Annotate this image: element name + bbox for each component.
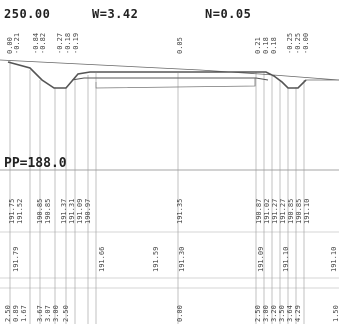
elevation-label: 191.52	[16, 198, 24, 224]
width-label: W=3.42	[92, 7, 139, 21]
offset-label: 0.18	[270, 37, 278, 54]
distance-label: 1.67	[20, 305, 28, 322]
elevation-label: 190.85	[44, 198, 52, 224]
elevation-label: 190.85	[295, 198, 303, 224]
offset-label: -0.27	[56, 32, 64, 54]
distance-label: 0.00	[176, 305, 184, 322]
elevation-label: 191.09	[257, 246, 265, 272]
slope-label: N=0.05	[205, 7, 252, 21]
offset-label: 0.05	[176, 37, 184, 54]
elevation-label: 191.02	[263, 198, 271, 224]
offset-label: -0.25	[294, 32, 302, 54]
distance-label: 2.50	[4, 305, 12, 322]
elevation-label: 190.85	[36, 198, 44, 224]
distance-label: 3.64	[286, 305, 294, 322]
offset-label: -0.25	[286, 32, 294, 54]
road-section-line	[7, 61, 307, 89]
elevation-label: 191.79	[12, 246, 20, 272]
distance-label: 2.50	[62, 305, 70, 322]
elevation-label: 191.27	[279, 198, 287, 224]
offset-label: 0.18	[262, 37, 270, 54]
road-base-line	[95, 78, 256, 89]
offset-label: 0.21	[254, 37, 262, 54]
distance-label: 4.29	[294, 305, 302, 322]
elevation-label: 191.37	[60, 198, 68, 224]
elevation-label: 191.10	[330, 246, 338, 272]
elevation-label: 191.10	[282, 246, 290, 272]
offset-label: -0.18	[64, 32, 72, 54]
distance-label: 3.67	[36, 305, 44, 322]
distance-label: 3.20	[270, 305, 278, 322]
elevation-label: 190.87	[255, 198, 263, 224]
station-label: 250.00	[4, 7, 51, 21]
distance-label: 3.00	[52, 305, 60, 322]
distance-label: 2.50	[254, 305, 262, 322]
elevation-label: 191.10	[303, 198, 311, 224]
ground-line	[0, 59, 339, 81]
station-guides	[9, 60, 305, 324]
distance-label: 1.50	[332, 305, 339, 322]
offset-label: -0.21	[13, 32, 21, 54]
offset-label: -0.82	[39, 32, 47, 54]
elevation-label: 190.97	[84, 198, 92, 224]
elevation-label: 191.31	[68, 198, 76, 224]
road-inner-line	[71, 77, 269, 81]
pp-label: PP=188.0	[4, 156, 67, 171]
elevation-label: 191.59	[152, 246, 160, 272]
offset-label: -0.00	[302, 32, 310, 54]
offset-label: -0.19	[72, 32, 80, 54]
distance-label: 0.89	[12, 305, 20, 322]
elevation-label: 191.09	[76, 198, 84, 224]
elevation-label: 191.75	[8, 198, 16, 224]
distance-label: 3.00	[262, 305, 270, 322]
elevation-label: 191.27	[271, 198, 279, 224]
elevation-label: 191.30	[178, 246, 186, 272]
elevation-label: 191.66	[98, 246, 106, 272]
elevation-label: 190.85	[287, 198, 295, 224]
elevation-label: 191.35	[176, 198, 184, 224]
distance-label: 3.07	[44, 305, 52, 322]
distance-label: 3.50	[278, 305, 286, 322]
